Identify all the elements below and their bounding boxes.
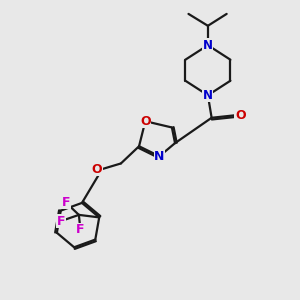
Text: F: F (61, 196, 70, 209)
Text: F: F (76, 224, 85, 236)
Text: N: N (203, 39, 213, 52)
Text: N: N (203, 89, 213, 102)
Text: O: O (92, 163, 102, 176)
Text: O: O (235, 109, 246, 122)
Text: N: N (154, 150, 165, 163)
Text: O: O (140, 115, 151, 128)
Text: F: F (56, 214, 65, 228)
